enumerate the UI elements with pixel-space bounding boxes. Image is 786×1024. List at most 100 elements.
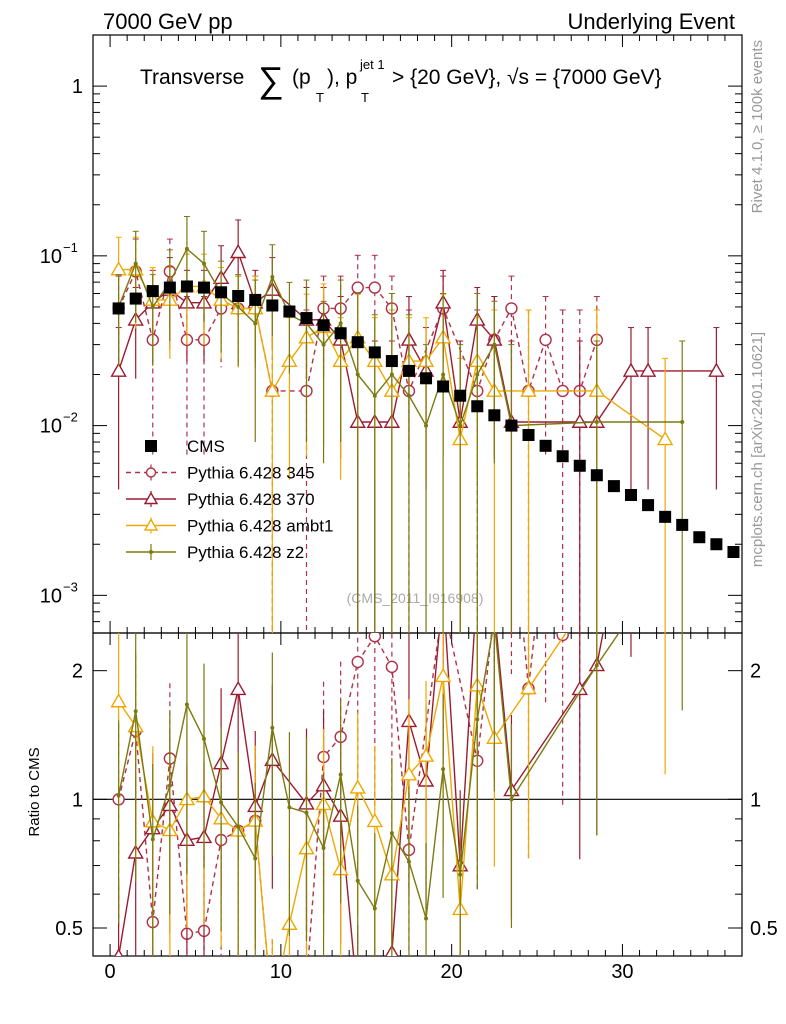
- series-point-z2: [202, 261, 207, 266]
- ratio-point-ambt1: [417, 747, 435, 762]
- ratio-tick-label-left: 1: [72, 789, 83, 811]
- ratio-tick-label-left: 0.5: [55, 918, 83, 940]
- cms-point: [129, 292, 142, 305]
- series-point-z2: [133, 261, 138, 266]
- y-tick-exponent: −3: [63, 579, 78, 594]
- ratio-point-z2: [304, 810, 309, 815]
- ratio-point-ambt1: [520, 679, 537, 695]
- x-tick-label: 20: [441, 961, 463, 983]
- ratio-point-p370: [229, 680, 247, 696]
- ratio-point-z2: [509, 797, 514, 802]
- series-point-ambt1: [110, 261, 127, 276]
- cms-point: [385, 355, 398, 368]
- cms-point: [710, 538, 723, 551]
- ratio-point-ambt1: [366, 812, 384, 828]
- series-point-ambt1: [656, 430, 674, 446]
- ratio-point-z2: [475, 717, 480, 722]
- legend-marker-ambt1: [143, 518, 159, 531]
- ratio-point-z2: [389, 831, 394, 836]
- cms-point: [300, 312, 313, 325]
- series-point-z2: [372, 393, 377, 398]
- series-line-p370: [117, 250, 717, 423]
- cms-point: [351, 336, 364, 349]
- legend-marker-p345: [145, 467, 157, 478]
- ratio-point-z2: [338, 772, 343, 777]
- ratio-point-ambt1: [434, 667, 452, 683]
- cms-point: [334, 327, 347, 340]
- legend-label-p345: Pythia 6.428 345: [187, 464, 315, 483]
- ratio-point-ambt1: [265, 1008, 279, 1020]
- ratio-point-z2: [150, 837, 155, 842]
- ratio-point-z2: [236, 824, 241, 829]
- cms-point: [198, 281, 211, 294]
- series-point-p370: [110, 362, 127, 377]
- cms-point: [676, 518, 689, 531]
- ratio-tick-label-right: 0.5: [750, 918, 778, 940]
- title-sum: ∑: [258, 59, 284, 100]
- cms-point: [266, 299, 279, 312]
- mcplots-label: mcplots.cern.ch [arXiv:2401.10621]: [749, 332, 766, 567]
- ratio-point-z2: [424, 916, 429, 921]
- cms-point: [420, 372, 433, 385]
- legend-marker-p370: [143, 491, 159, 505]
- series-point-z2: [150, 304, 155, 309]
- ratio-point-z2: [167, 783, 172, 788]
- ratio-point-z2: [355, 878, 360, 883]
- series-point-p345: [351, 281, 364, 294]
- series-point-z2: [184, 246, 189, 251]
- cms-point: [727, 546, 740, 559]
- y-tick-label: 10: [40, 246, 62, 268]
- series-point-z2: [270, 275, 275, 280]
- legend: CMS Pythia 6.428 345 Pythia 6.428 370 Pythi…: [126, 437, 333, 562]
- series-point-z2: [321, 342, 326, 347]
- ratio-point-ambt1: [349, 779, 366, 794]
- ratio-point-z2: [184, 702, 189, 707]
- legend-marker-z2: [149, 550, 153, 554]
- cms-point: [163, 281, 176, 294]
- title-main: Transverse: [140, 66, 244, 89]
- series-point-z2: [424, 423, 429, 428]
- ratio-point-z2: [594, 663, 599, 668]
- cms-point: [624, 489, 637, 502]
- ratio-axis-label: Ratio to CMS: [26, 747, 43, 836]
- title-p-close: ), p: [327, 66, 357, 89]
- cms-point: [693, 531, 706, 544]
- series-point-ambt1: [264, 382, 281, 397]
- series-point-ambt1: [520, 382, 537, 397]
- cms-point: [659, 510, 672, 523]
- analysis-watermark: (CMS_2011_I916908): [347, 590, 484, 606]
- cms-point: [607, 480, 620, 493]
- ratio-line-z2: [117, 633, 620, 919]
- series-point-p345: [505, 302, 518, 315]
- ratio-point-p345: [301, 977, 312, 988]
- ratio-point-z2: [406, 859, 411, 864]
- cms-point: [112, 302, 125, 315]
- y-tick-label: 10: [40, 416, 62, 438]
- ratio-point-z2: [270, 725, 275, 730]
- ratio-point-z2: [219, 800, 224, 805]
- cms-point: [539, 439, 552, 452]
- cms-point: [556, 450, 569, 463]
- cms-point: [642, 499, 655, 512]
- cms-point: [146, 285, 159, 298]
- cms-point: [317, 319, 330, 332]
- series-point-z2: [355, 372, 360, 377]
- legend-label-cms: CMS: [187, 437, 225, 456]
- ratio-data-layer: [110, 527, 683, 1020]
- series-point-p370: [229, 243, 247, 259]
- cms-point: [454, 389, 467, 402]
- ratio-point-p345: [540, 527, 551, 538]
- series-point-z2: [236, 304, 241, 309]
- ratio-point-z2: [202, 736, 207, 741]
- series-point-p345: [368, 281, 382, 294]
- cms-point: [488, 409, 501, 422]
- title-sup-jet: jet 1: [359, 57, 385, 72]
- title-sub-t2: T: [361, 90, 369, 105]
- ratio-point-p345: [267, 1009, 278, 1020]
- cms-point: [471, 400, 484, 413]
- series-point-z2: [253, 321, 258, 326]
- x-tick-label: 30: [611, 961, 633, 983]
- title-condition: > {20 GeV}, √s = {7000 GeV}: [392, 66, 662, 89]
- ratio-plot-frame: [92, 632, 743, 957]
- legend-label-p370: Pythia 6.428 370: [187, 490, 315, 509]
